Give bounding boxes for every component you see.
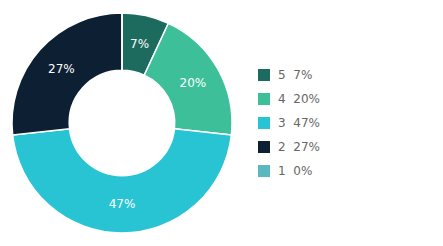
legend-label: 5 7% — [278, 68, 312, 82]
legend-swatch — [258, 165, 270, 177]
data-labels: 7% 20% 47% 27% — [48, 37, 206, 212]
legend-item: 1 0% — [258, 164, 312, 178]
legend-item: 3 47% — [258, 116, 320, 130]
legend-label: 2 27% — [278, 140, 320, 154]
legend-swatch — [258, 69, 270, 81]
legend-label: 1 0% — [278, 164, 312, 178]
data-label: 27% — [48, 62, 75, 76]
chart: 7% 20% 47% 27% 5 7% 4 20% 3 47% 2 27% 1 0% — [0, 0, 443, 246]
legend-swatch — [258, 93, 270, 105]
legend-swatch — [258, 141, 270, 153]
legend-label: 3 47% — [278, 116, 320, 130]
legend-item: 5 7% — [258, 68, 312, 82]
legend-swatch — [258, 117, 270, 129]
legend-item: 2 27% — [258, 140, 320, 154]
legend-item: 4 20% — [258, 92, 320, 106]
slice — [144, 23, 232, 135]
data-label: 20% — [180, 76, 207, 90]
legend: 5 7% 4 20% 3 47% 2 27% 1 0% — [258, 68, 320, 178]
legend-label: 4 20% — [278, 92, 320, 106]
data-label: 7% — [130, 37, 149, 51]
data-label: 47% — [109, 197, 136, 211]
slice — [13, 129, 232, 233]
slice — [121, 13, 123, 70]
slice — [12, 13, 122, 135]
pie — [12, 13, 232, 233]
